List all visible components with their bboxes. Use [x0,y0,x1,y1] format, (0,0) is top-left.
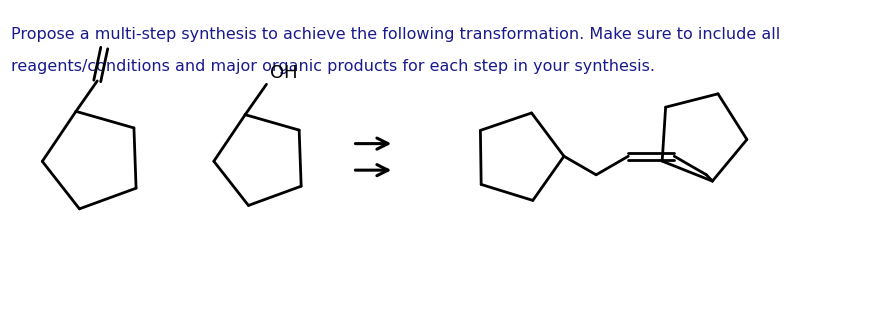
Text: OH: OH [270,65,297,82]
Text: Propose a multi-step synthesis to achieve the following transformation. Make sur: Propose a multi-step synthesis to achiev… [11,27,780,42]
Text: reagents/conditions and major organic products for each step in your synthesis.: reagents/conditions and major organic pr… [11,59,654,74]
